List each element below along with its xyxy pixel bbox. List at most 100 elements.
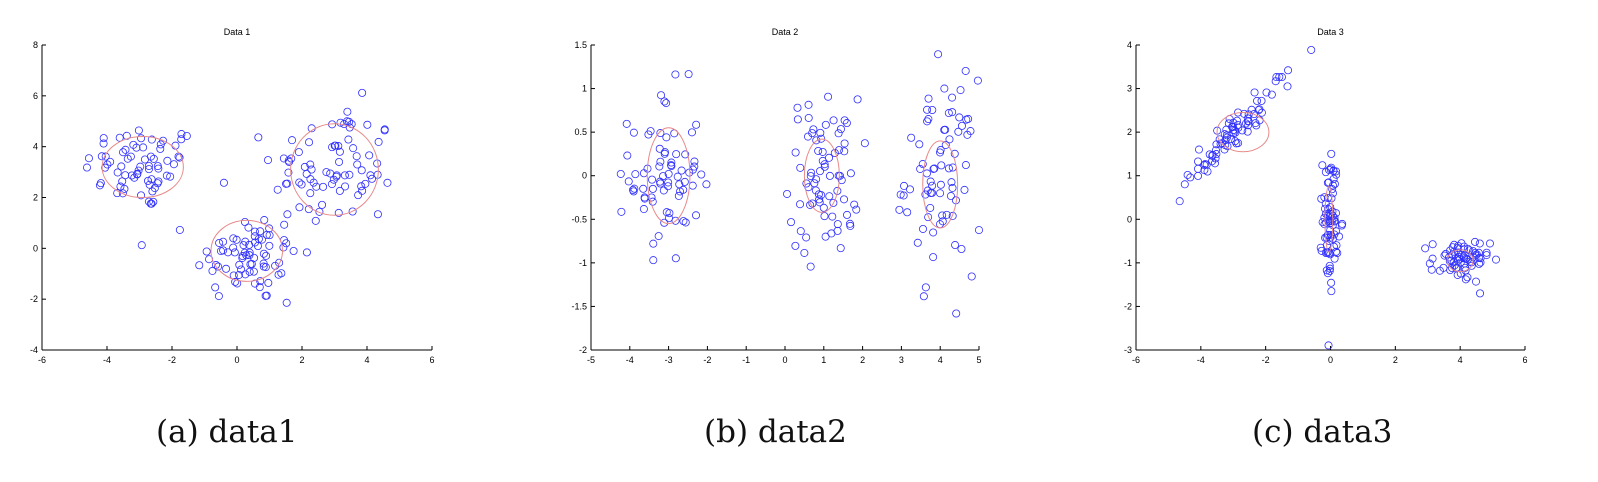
scatter-point — [967, 272, 976, 281]
scatter-point — [667, 162, 676, 171]
scatter-point — [975, 226, 984, 235]
scatter-point — [936, 180, 945, 189]
scatter-point — [1322, 218, 1331, 227]
scatter-point — [957, 245, 966, 254]
scatter-point — [671, 254, 680, 263]
scatter-point — [657, 91, 666, 100]
scatter-point — [677, 166, 686, 175]
scatter-point — [926, 203, 935, 212]
cluster-ellipse — [1446, 249, 1474, 273]
scatter-point — [1327, 278, 1336, 287]
scatter-point — [162, 171, 171, 180]
scatter-point — [1240, 109, 1249, 118]
scatter-point — [137, 191, 146, 200]
scatter-point — [348, 207, 357, 216]
scatter-point — [622, 119, 631, 128]
scatter-point — [837, 176, 846, 185]
scatter-point — [1332, 241, 1341, 250]
x-tick-label: -2 — [703, 355, 711, 365]
scatter-point — [335, 157, 344, 166]
scatter-point — [137, 241, 146, 250]
scatter-point — [1325, 212, 1334, 221]
scatter-point — [259, 249, 268, 258]
scatter-point — [231, 277, 240, 286]
scatter-point — [817, 134, 826, 143]
scatter-point — [214, 292, 223, 301]
scatter-point — [1335, 232, 1344, 241]
scatter-point — [354, 191, 363, 200]
scatter-point — [134, 126, 143, 135]
y-tick-label: 8 — [33, 40, 38, 50]
scatter-point — [1234, 123, 1243, 132]
scatter-point — [664, 169, 673, 178]
scatter-point — [340, 171, 349, 180]
scatter-point — [654, 232, 663, 241]
scatter-point — [656, 179, 665, 188]
scatter-point — [258, 235, 267, 244]
scatter-point — [1250, 88, 1259, 97]
scatter-point — [280, 220, 289, 229]
scatter-point — [681, 218, 690, 227]
scatter-point — [273, 185, 282, 194]
scatter-point — [256, 277, 265, 286]
scatter-point — [961, 66, 970, 75]
scatter-point — [300, 162, 309, 171]
scatter-point — [937, 161, 946, 170]
x-tick-label: -4 — [1197, 355, 1205, 365]
scatter-point — [343, 117, 352, 126]
x-tick-label: 0 — [1328, 355, 1333, 365]
scatter-point — [662, 99, 671, 108]
y-tick-label: -3 — [1124, 345, 1132, 355]
scatter-point — [806, 200, 815, 209]
cluster-ellipse — [290, 123, 379, 216]
scatter-point — [1200, 166, 1209, 175]
scatter-point — [274, 270, 283, 279]
scatter-point — [238, 253, 247, 262]
scatter-point — [358, 186, 367, 195]
scatter-point — [1324, 178, 1333, 187]
scatter-point — [1326, 233, 1335, 242]
scatter-point — [1445, 257, 1454, 266]
scatter-point — [840, 147, 849, 156]
scatter-point — [235, 260, 244, 269]
scatter-point — [691, 211, 700, 220]
scatter-point — [624, 177, 633, 186]
x-tick-label: 2 — [1393, 355, 1398, 365]
scatter-point — [1318, 161, 1327, 170]
scatter-point — [96, 179, 105, 188]
scatter-point — [97, 152, 106, 161]
scatter-point — [796, 163, 805, 172]
scatter-point — [249, 267, 258, 276]
scatter-point — [208, 266, 217, 275]
scatter-point — [659, 186, 668, 195]
scatter-point — [923, 186, 932, 195]
cluster-ellipse — [1216, 112, 1270, 153]
scatter-point — [806, 172, 815, 181]
scatter-point — [948, 183, 957, 192]
scatter-point — [936, 148, 945, 157]
scatter-point — [629, 185, 638, 194]
scatter-point — [294, 148, 303, 157]
scatter-point — [147, 175, 156, 184]
scatter-point — [117, 162, 126, 171]
scatter-point — [796, 200, 805, 209]
scatter-point — [791, 148, 800, 157]
scatter-point — [1435, 266, 1444, 275]
scatter-point — [834, 129, 843, 138]
scatter-point — [926, 177, 935, 186]
scatter-point — [1208, 151, 1217, 160]
scatter-point — [358, 88, 367, 97]
scatter-point — [1485, 239, 1494, 248]
scatter-point — [1229, 118, 1238, 127]
scatter-point — [365, 151, 374, 160]
scatter-point — [1461, 266, 1470, 275]
scatter-point — [946, 192, 955, 201]
scatter-point — [334, 142, 343, 151]
scatter-point — [240, 218, 249, 227]
scatter-point — [824, 92, 833, 101]
chart-title: Data 1 — [224, 27, 251, 37]
scatter-point — [1482, 248, 1491, 257]
scatter-point — [924, 213, 933, 222]
scatter-point — [1317, 246, 1326, 255]
scatter-point — [674, 191, 683, 200]
